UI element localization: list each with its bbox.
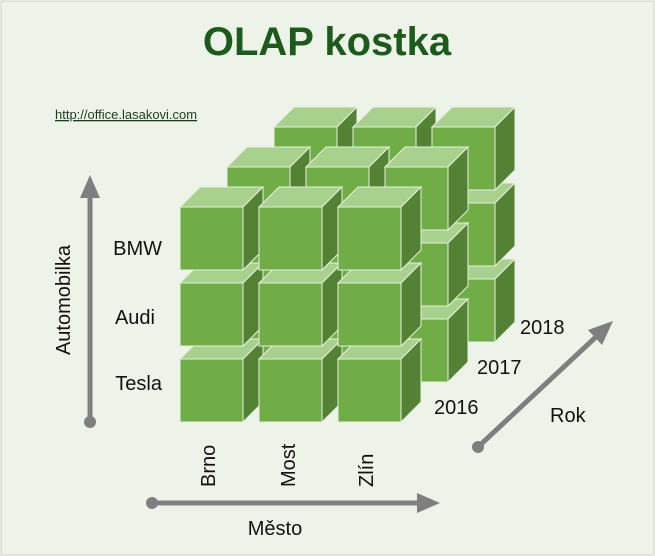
x-item: Most	[278, 443, 300, 487]
cube-front	[259, 359, 322, 422]
cube-front	[338, 283, 401, 346]
x-item: Brno	[198, 445, 220, 487]
title: OLAP kostka	[203, 20, 452, 64]
y-axis-label: Automobilka	[53, 244, 75, 355]
y-item: BMW	[113, 238, 162, 260]
cube-front	[259, 283, 322, 346]
z-item: 2017	[477, 357, 522, 379]
cube-front	[180, 283, 243, 346]
cube-front	[338, 359, 401, 422]
cube-front	[259, 207, 322, 270]
y-item: Audi	[115, 307, 155, 329]
cube-front	[180, 207, 243, 270]
y-item: Tesla	[115, 373, 163, 395]
z-arrow-dot	[472, 441, 484, 453]
cube-front	[338, 207, 401, 270]
x-axis-label: Město	[248, 518, 302, 540]
cube-front	[180, 359, 243, 422]
z-item: 2016	[434, 397, 479, 419]
olap-diagram: OLAP kostka http://office.lasakovi.com A…	[0, 0, 655, 556]
y-arrow-dot	[84, 416, 96, 428]
z-axis-label: Rok	[550, 405, 587, 427]
x-item: Zlín	[356, 454, 378, 487]
x-arrow-dot	[146, 497, 158, 509]
link[interactable]: http://office.lasakovi.com	[55, 107, 197, 122]
z-item: 2018	[520, 317, 565, 339]
